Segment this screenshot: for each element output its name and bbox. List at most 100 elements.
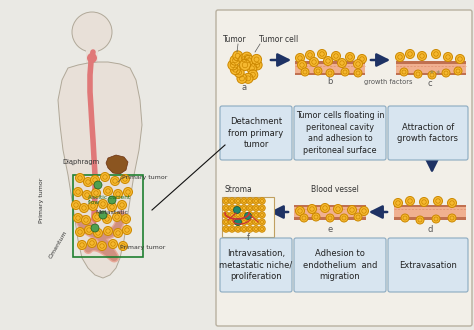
Circle shape	[223, 212, 229, 218]
Circle shape	[223, 219, 229, 225]
Circle shape	[247, 212, 253, 218]
Circle shape	[244, 55, 254, 65]
Circle shape	[242, 52, 252, 62]
Circle shape	[239, 54, 249, 64]
Bar	[73, 175, 143, 257]
Circle shape	[241, 205, 247, 211]
Circle shape	[253, 205, 259, 211]
Circle shape	[241, 226, 247, 232]
Circle shape	[456, 54, 465, 63]
Circle shape	[247, 63, 257, 73]
Circle shape	[110, 177, 119, 185]
Text: Extravasation: Extravasation	[399, 260, 457, 270]
Bar	[294, 205, 366, 207]
Circle shape	[113, 228, 122, 238]
Circle shape	[247, 205, 253, 211]
Circle shape	[112, 213, 121, 221]
Bar	[396, 61, 466, 75]
Circle shape	[235, 218, 241, 225]
Text: Diaphragm: Diaphragm	[62, 159, 99, 165]
Circle shape	[118, 242, 128, 250]
Circle shape	[72, 12, 112, 52]
Text: Intravasation,
metastatic niche/
proliferation: Intravasation, metastatic niche/ prolife…	[219, 249, 292, 281]
Circle shape	[223, 226, 229, 232]
Circle shape	[447, 199, 456, 208]
Circle shape	[301, 68, 309, 76]
Circle shape	[347, 206, 356, 214]
Circle shape	[80, 204, 89, 213]
Circle shape	[248, 70, 258, 80]
Circle shape	[223, 198, 229, 204]
Text: Tumor cell: Tumor cell	[259, 35, 298, 44]
Text: a: a	[241, 83, 246, 92]
Bar	[294, 217, 366, 219]
Circle shape	[357, 54, 366, 63]
Text: Primary tumor: Primary tumor	[39, 177, 45, 223]
Circle shape	[428, 71, 436, 79]
Circle shape	[78, 241, 86, 249]
Circle shape	[84, 225, 93, 235]
Circle shape	[99, 211, 107, 219]
Text: Adhesion to
endothelium  and
migration: Adhesion to endothelium and migration	[303, 249, 377, 281]
Text: Attraction of
growth factors: Attraction of growth factors	[398, 123, 458, 143]
Bar	[396, 73, 466, 75]
Circle shape	[229, 219, 235, 225]
Circle shape	[334, 205, 343, 214]
Circle shape	[454, 67, 462, 75]
Text: Omentum: Omentum	[48, 230, 68, 260]
Text: Stroma: Stroma	[224, 185, 252, 194]
Bar	[295, 61, 365, 75]
Circle shape	[241, 212, 247, 218]
Circle shape	[243, 73, 253, 83]
Circle shape	[405, 196, 414, 206]
Circle shape	[434, 196, 443, 206]
Circle shape	[223, 205, 229, 211]
Circle shape	[247, 219, 253, 225]
Circle shape	[308, 205, 317, 214]
Bar	[394, 205, 466, 219]
Circle shape	[253, 226, 259, 232]
Circle shape	[401, 214, 409, 222]
Circle shape	[318, 50, 327, 58]
Circle shape	[259, 212, 265, 218]
Text: Detachment
from primary
tumor: Detachment from primary tumor	[228, 117, 283, 149]
Circle shape	[354, 213, 362, 221]
Circle shape	[337, 58, 346, 68]
Bar	[295, 61, 365, 63]
Text: Blood vessel: Blood vessel	[311, 185, 359, 194]
Circle shape	[306, 50, 315, 59]
Circle shape	[253, 198, 259, 204]
Circle shape	[259, 219, 265, 225]
Circle shape	[103, 226, 112, 236]
Circle shape	[229, 198, 235, 204]
Text: d: d	[428, 225, 433, 234]
Circle shape	[326, 214, 334, 222]
FancyBboxPatch shape	[388, 106, 468, 160]
Circle shape	[88, 239, 97, 248]
Circle shape	[83, 178, 92, 186]
Circle shape	[118, 201, 127, 210]
Circle shape	[253, 212, 259, 218]
Text: * *: * *	[430, 70, 440, 79]
FancyBboxPatch shape	[220, 106, 292, 160]
Circle shape	[341, 68, 349, 76]
Circle shape	[229, 212, 235, 218]
Text: Primary tumor: Primary tumor	[120, 246, 165, 250]
FancyBboxPatch shape	[216, 10, 472, 326]
Circle shape	[82, 215, 91, 224]
Circle shape	[416, 216, 424, 224]
Circle shape	[418, 51, 427, 60]
Circle shape	[295, 53, 304, 62]
Circle shape	[229, 205, 235, 211]
Circle shape	[331, 51, 340, 60]
Circle shape	[259, 198, 265, 204]
Circle shape	[340, 214, 348, 222]
Circle shape	[312, 213, 320, 221]
Circle shape	[323, 56, 332, 65]
Circle shape	[109, 240, 118, 248]
Circle shape	[91, 176, 100, 184]
Circle shape	[73, 214, 82, 222]
Circle shape	[94, 181, 102, 189]
Circle shape	[91, 188, 100, 197]
FancyBboxPatch shape	[294, 106, 386, 160]
